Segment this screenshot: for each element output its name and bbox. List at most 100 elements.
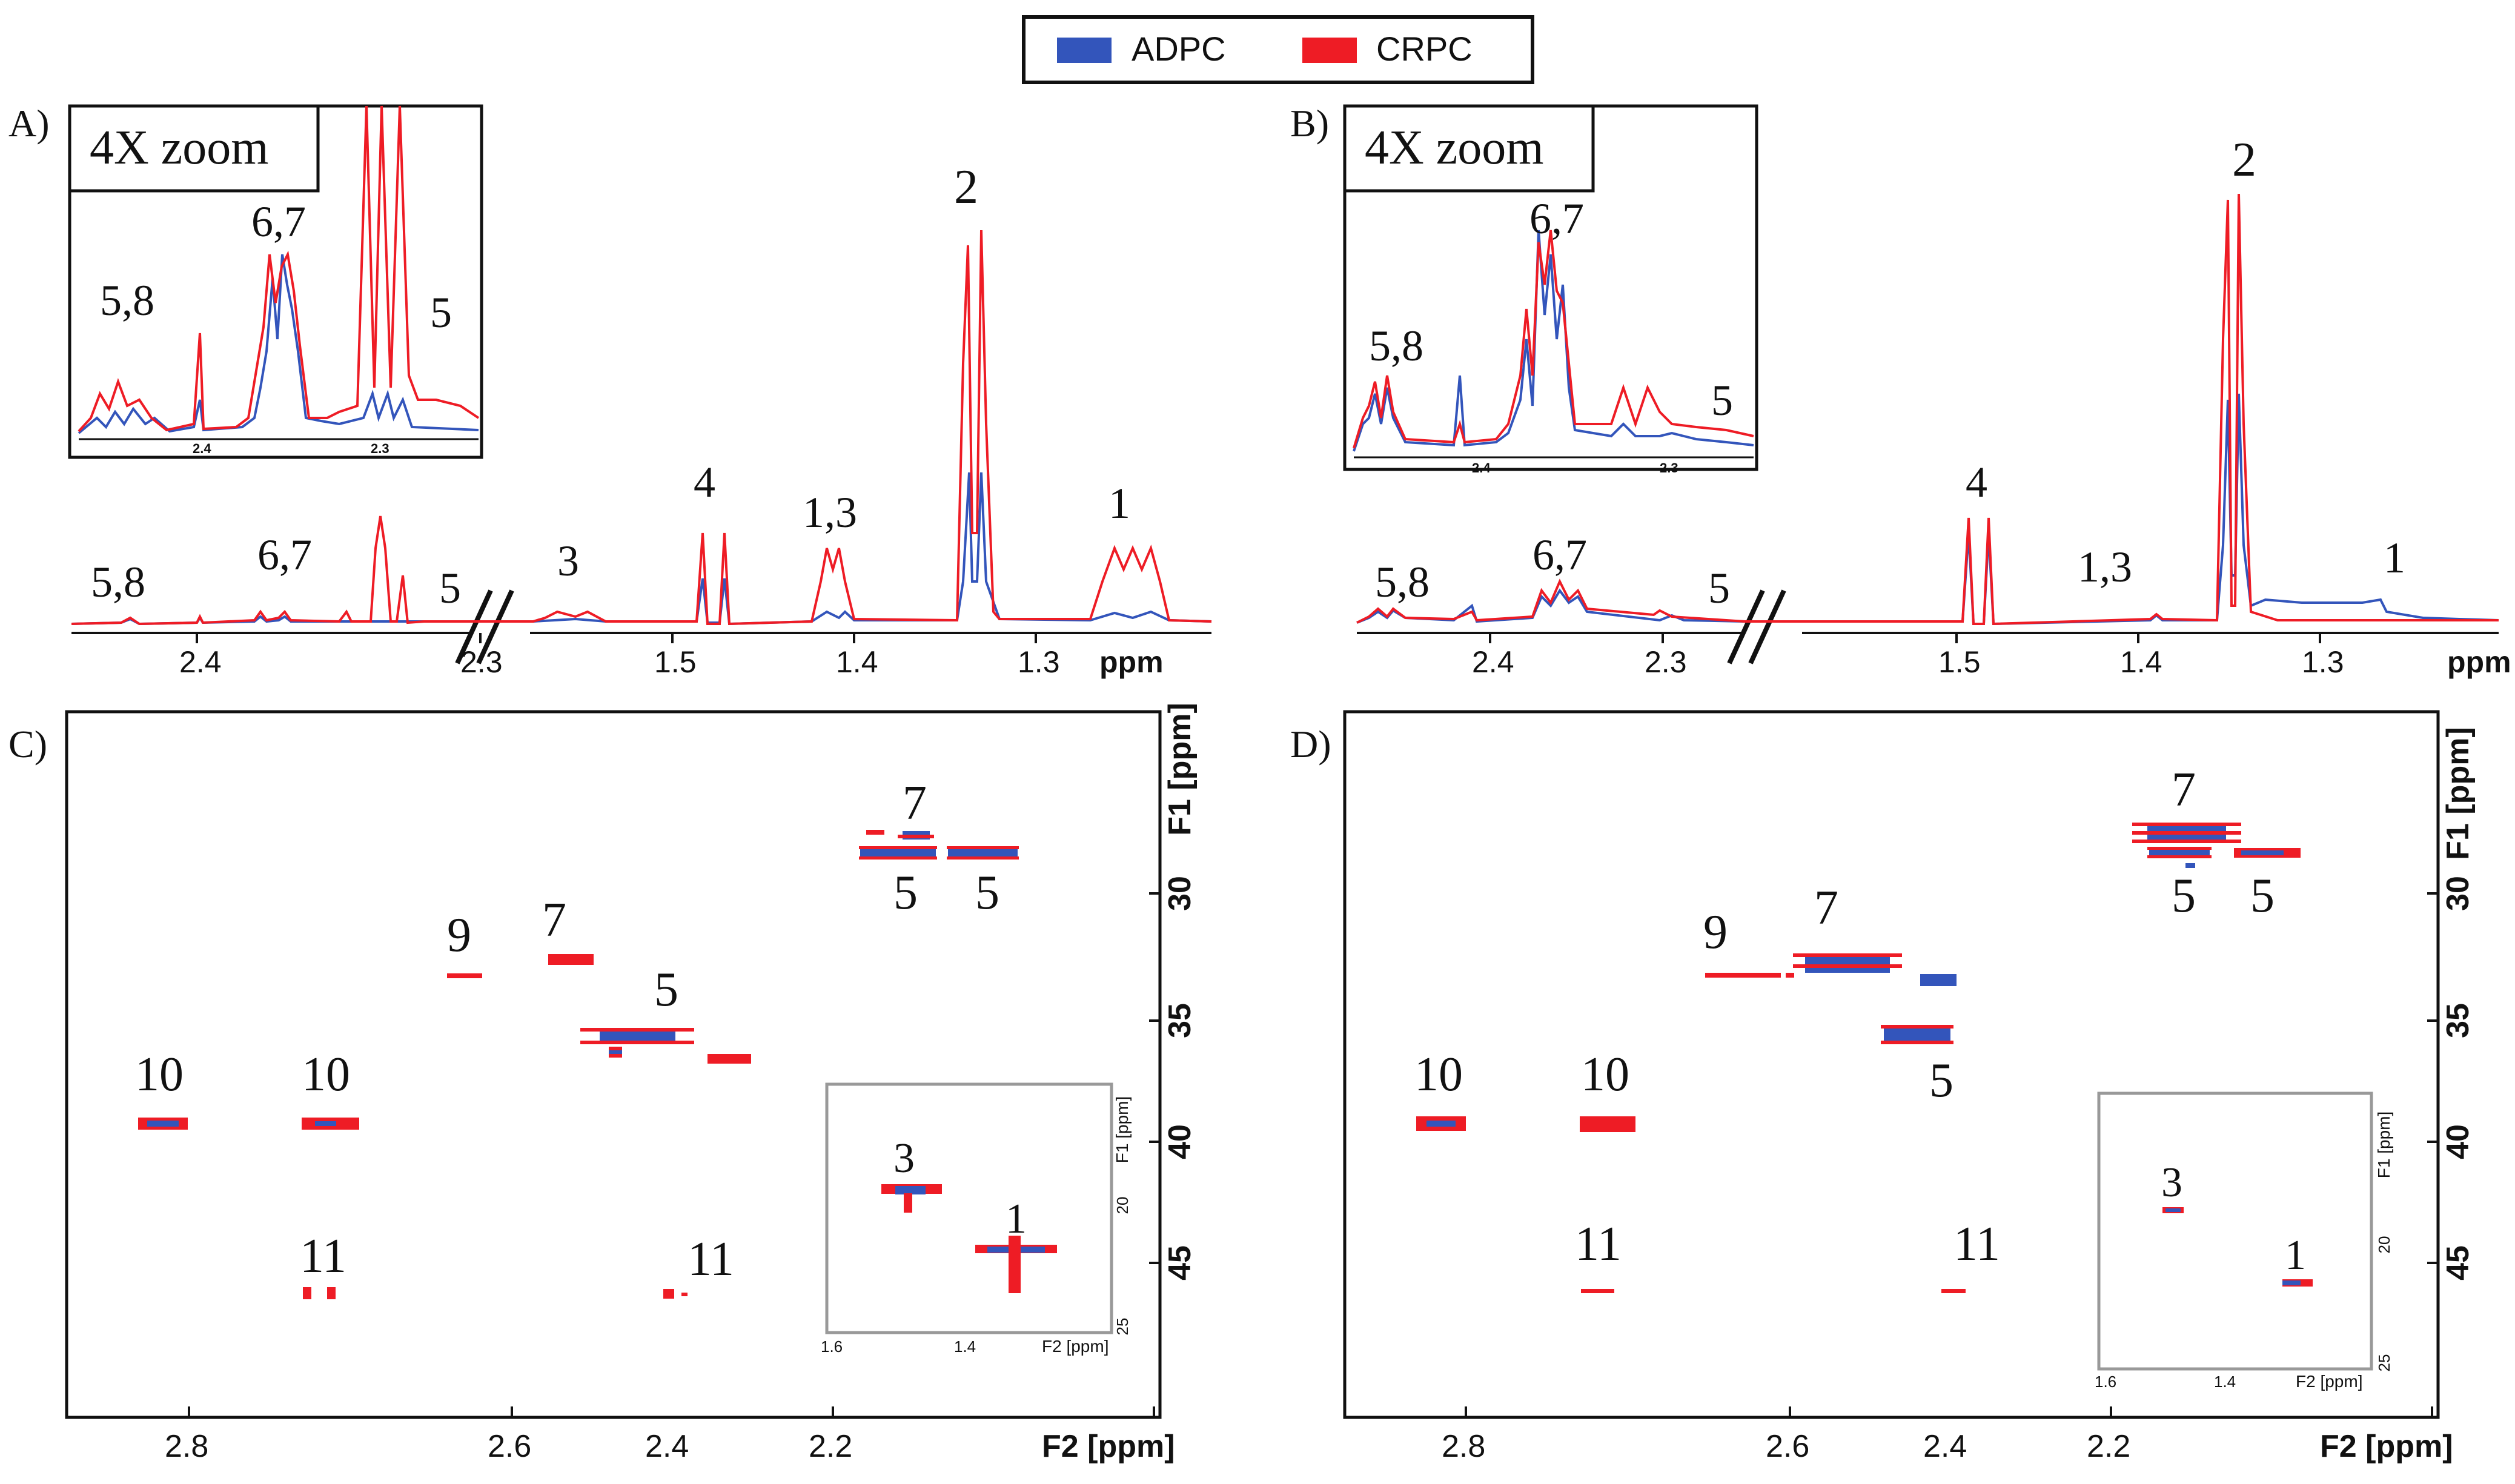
panel-d-xtick-label: 2.4	[1923, 1429, 1967, 1464]
panel-c-inset-xtick-label: 1.6	[821, 1337, 843, 1356]
panel-b-peak-label: 6,7	[1533, 531, 1587, 579]
panel-d-peak-label: 11	[1575, 1217, 1622, 1271]
panel-c-peak	[947, 856, 1019, 860]
panel-d-peak	[2132, 823, 2241, 826]
panel-d-ytick-label: 35	[2440, 1003, 2476, 1038]
panel-label-d: D)	[1290, 723, 1331, 766]
panel-d-inset-xlabel: F2 [ppm]	[2296, 1372, 2362, 1391]
panel-c-peak	[548, 954, 594, 965]
panel-b-inset-spectrum-crpc	[1353, 230, 1754, 449]
panel-a-tick-label: 2.3	[460, 645, 503, 679]
panel-d-peak	[2147, 847, 2212, 850]
panel-d-peak	[1793, 953, 1902, 957]
panel-c-peak-label: 7	[542, 893, 566, 947]
panel-a-peak-label: 4	[694, 458, 715, 506]
legend-label-crpc: CRPC	[1376, 30, 1473, 68]
panel-d-peak-label: 11	[1953, 1217, 2000, 1271]
panel-a-inset-tick-label: 2.3	[371, 441, 389, 456]
panel-c-peak-label: 10	[302, 1048, 350, 1101]
panel-b-tick-label: 1.4	[2120, 645, 2162, 679]
panel-d-xticks	[1465, 1406, 2433, 1417]
panel-d-inset-xtick-label: 1.6	[2095, 1373, 2116, 1391]
panel-d-peak	[2132, 831, 2241, 835]
panel-b-inset-peak-label: 5,8	[1369, 322, 1423, 370]
panel-a-ticks	[196, 633, 1037, 643]
panel-a-inset-peak-label: 5,8	[100, 276, 154, 325]
panel-d-xtick-label: 2.2	[2087, 1429, 2130, 1464]
panel-d-peak-label: 5	[2250, 869, 2275, 923]
panel-c-ytick-label: 35	[1162, 1003, 1198, 1038]
panel-b-ticks	[1489, 633, 2321, 643]
panel-b-inset-spectrum-adpc	[1353, 230, 1754, 452]
panel-a-peak-label: 5,8	[91, 558, 145, 606]
panel-c-peak-label: 5	[654, 963, 678, 1016]
panel-a-break-1	[455, 589, 493, 664]
panel-c-peak	[609, 1050, 622, 1054]
panel-c-inset-frame	[825, 1082, 1113, 1334]
panel-c-peak	[947, 846, 1019, 849]
panel-a-peak-label: 1,3	[803, 488, 857, 537]
panel-c-xtick-label: 2.4	[645, 1429, 689, 1464]
panel-a-inset-spectrum-crpc	[78, 105, 480, 432]
panel-a-axis-title: ppm	[1099, 645, 1164, 679]
panel-a-inset-peak-label: 6,7	[251, 197, 306, 246]
panel-c-peak	[898, 835, 934, 838]
panel-a-peak-label: 1	[1108, 479, 1130, 528]
legend-label-adpc: ADPC	[1132, 30, 1226, 68]
panel-b-tick-label: 1.3	[2302, 645, 2344, 679]
panel-b-tick-label: 2.4	[1472, 645, 1514, 679]
panel-d-peaks	[1416, 823, 2301, 1293]
panel-d-inset-frame	[2097, 1091, 2373, 1371]
panel-d: D) 2.8 2.6 2.4 2.2 F2 [ppm] 30 35 40 45 …	[1290, 710, 2476, 1464]
panel-b-inset-peak-label: 5	[1711, 376, 1733, 425]
panel-c-peak	[327, 1287, 336, 1299]
panel-d-ytick-label: 45	[2440, 1245, 2476, 1280]
panel-d-peak	[1786, 973, 1794, 978]
panel-d-xtick-label: 2.6	[1766, 1429, 1809, 1464]
panel-c-peak-label: 5	[975, 866, 999, 919]
panel-c-peak	[580, 1028, 694, 1032]
panel-b-peak-label: 2	[2232, 133, 2256, 187]
panel-b-peak-label: 5,8	[1375, 558, 1430, 606]
panel-d-ytick-label: 30	[2440, 876, 2476, 911]
panel-c-inset-peak	[904, 1193, 912, 1213]
panel-b-peak-label: 5	[1708, 564, 1730, 612]
panel-c-inset-xlabel: F2 [ppm]	[1042, 1337, 1108, 1356]
panel-d-peak	[1941, 1289, 1966, 1293]
panel-c-peak	[663, 1289, 674, 1299]
panel-b-axis-title: ppm	[2447, 645, 2511, 679]
panel-c-xtick-label: 2.8	[165, 1429, 208, 1464]
panel-d-peak	[1426, 1121, 1456, 1127]
panel-a-peak-label: 6,7	[257, 531, 312, 579]
panel-label-c: C)	[8, 723, 47, 766]
panel-d-inset-peak-label: 1	[2285, 1232, 2306, 1279]
panel-c-peak	[866, 830, 884, 835]
panel-d-xtick-label: 2.8	[1442, 1429, 1485, 1464]
panel-a-peak-label: 2	[954, 161, 978, 214]
panel-c: C) 2.8 2.6 2.4 2.2 F2 [ppm] 30 35 40 45 …	[8, 703, 1198, 1464]
panel-a-spectrum-crpc	[71, 230, 1212, 626]
panel-d-xlabel: F2 [ppm]	[2320, 1429, 2453, 1464]
panel-d-peak	[1581, 1289, 1614, 1293]
panel-c-peak-label: 10	[135, 1048, 184, 1101]
panel-b-inset: 4X zoom 2.4 2.3 5,8 6,7 5	[1343, 104, 1758, 475]
panel-c-inset-peak	[1009, 1236, 1021, 1293]
legend-swatch-crpc	[1302, 38, 1357, 63]
panel-c-yticks	[1149, 892, 1160, 1264]
panel-a-inset-peak-label: 5	[430, 288, 452, 337]
panel-b-inset-title-box	[1343, 104, 1595, 193]
panel-c-ytick-label: 30	[1162, 876, 1198, 911]
panel-b-peak-label: 4	[1966, 458, 1987, 506]
panel-a-peak-label: 3	[557, 537, 579, 585]
panel-d-inset-ytick-label: 25	[2375, 1354, 2393, 1372]
panel-b-inset-peak-label: 6,7	[1529, 194, 1584, 243]
panel-b-tick-label: 1.5	[1938, 645, 1981, 679]
panel-d-ylabel: F1 [ppm]	[2440, 727, 2476, 860]
panel-d-frame	[1343, 710, 2440, 1419]
panel-c-peak	[147, 1121, 179, 1127]
panel-b-tick-label: 2.3	[1645, 645, 1687, 679]
panel-b-break-2	[1748, 589, 1786, 664]
panel-a: A) 2.4 2.3 1.5 1.4 1.3 ppm 5,8 6,7 5 3 4…	[8, 102, 1212, 679]
panel-d-peak-label: 9	[1703, 906, 1728, 959]
panel-d-inset: 1.6 1.4 F2 [ppm] 20 25 F1 [ppm] 3 1	[2095, 1091, 2393, 1391]
